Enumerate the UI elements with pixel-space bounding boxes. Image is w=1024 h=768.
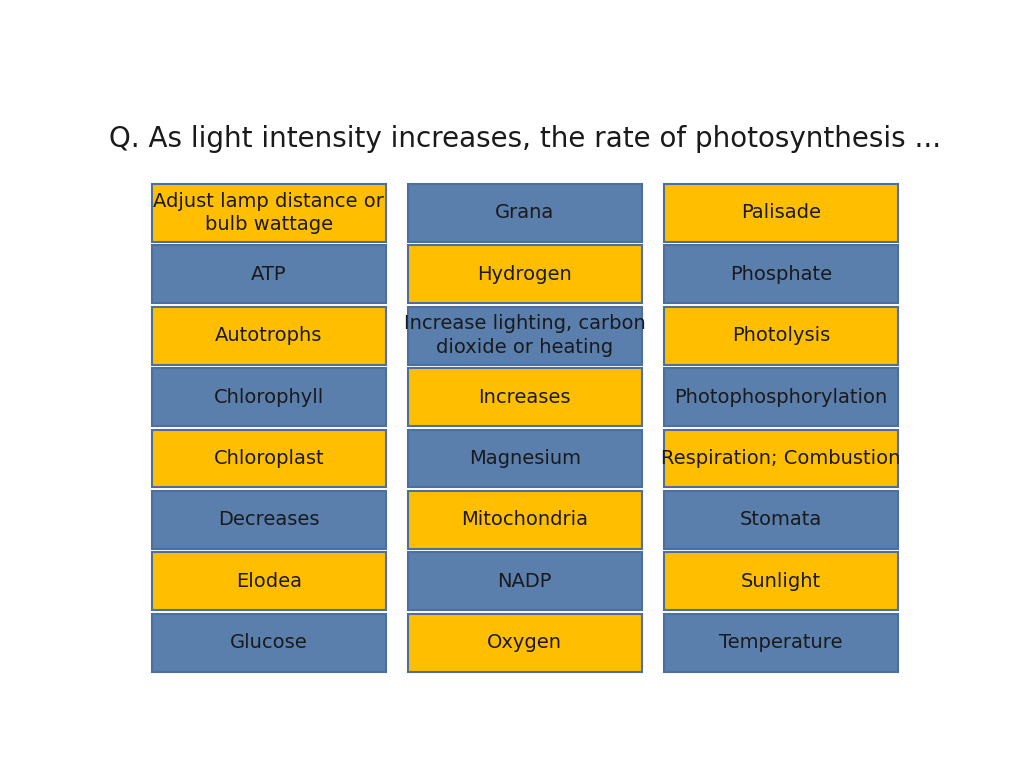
Text: Glucose: Glucose <box>229 634 307 652</box>
FancyBboxPatch shape <box>664 552 898 611</box>
FancyBboxPatch shape <box>664 245 898 303</box>
Text: Respiration; Combustion: Respiration; Combustion <box>662 449 900 468</box>
Text: Palisade: Palisade <box>741 204 821 222</box>
FancyBboxPatch shape <box>408 245 642 303</box>
FancyBboxPatch shape <box>664 368 898 426</box>
Text: Increase lighting, carbon
dioxide or heating: Increase lighting, carbon dioxide or hea… <box>403 314 646 357</box>
Text: Phosphate: Phosphate <box>730 265 831 283</box>
Text: NADP: NADP <box>498 572 552 591</box>
FancyBboxPatch shape <box>408 368 642 426</box>
FancyBboxPatch shape <box>152 306 386 365</box>
FancyBboxPatch shape <box>152 614 386 672</box>
FancyBboxPatch shape <box>152 184 386 242</box>
Text: Magnesium: Magnesium <box>469 449 581 468</box>
FancyBboxPatch shape <box>408 491 642 549</box>
Text: Sunlight: Sunlight <box>740 572 821 591</box>
Text: Photolysis: Photolysis <box>732 326 830 345</box>
FancyBboxPatch shape <box>664 184 898 242</box>
FancyBboxPatch shape <box>664 306 898 365</box>
Text: ATP: ATP <box>251 265 287 283</box>
FancyBboxPatch shape <box>152 245 386 303</box>
FancyBboxPatch shape <box>408 429 642 488</box>
Text: Stomata: Stomata <box>739 511 822 529</box>
Text: Photophosphorylation: Photophosphorylation <box>674 388 888 406</box>
FancyBboxPatch shape <box>408 552 642 611</box>
Text: Oxygen: Oxygen <box>487 634 562 652</box>
Text: Elodea: Elodea <box>236 572 302 591</box>
FancyBboxPatch shape <box>664 614 898 672</box>
FancyBboxPatch shape <box>408 614 642 672</box>
Text: Hydrogen: Hydrogen <box>477 265 572 283</box>
FancyBboxPatch shape <box>664 491 898 549</box>
Text: Mitochondria: Mitochondria <box>461 511 589 529</box>
Text: Decreases: Decreases <box>218 511 319 529</box>
FancyBboxPatch shape <box>152 491 386 549</box>
FancyBboxPatch shape <box>408 306 642 365</box>
FancyBboxPatch shape <box>664 429 898 488</box>
Text: Temperature: Temperature <box>719 634 843 652</box>
FancyBboxPatch shape <box>408 184 642 242</box>
FancyBboxPatch shape <box>152 429 386 488</box>
FancyBboxPatch shape <box>152 552 386 611</box>
Text: Q. As light intensity increases, the rate of photosynthesis ...: Q. As light intensity increases, the rat… <box>109 125 941 154</box>
Text: Autotrophs: Autotrophs <box>215 326 323 345</box>
Text: Adjust lamp distance or
bulb wattage: Adjust lamp distance or bulb wattage <box>154 191 384 234</box>
Text: Grana: Grana <box>496 204 554 222</box>
FancyBboxPatch shape <box>152 368 386 426</box>
Text: Chloroplast: Chloroplast <box>213 449 324 468</box>
Text: Chlorophyll: Chlorophyll <box>214 388 324 406</box>
Text: Increases: Increases <box>478 388 571 406</box>
